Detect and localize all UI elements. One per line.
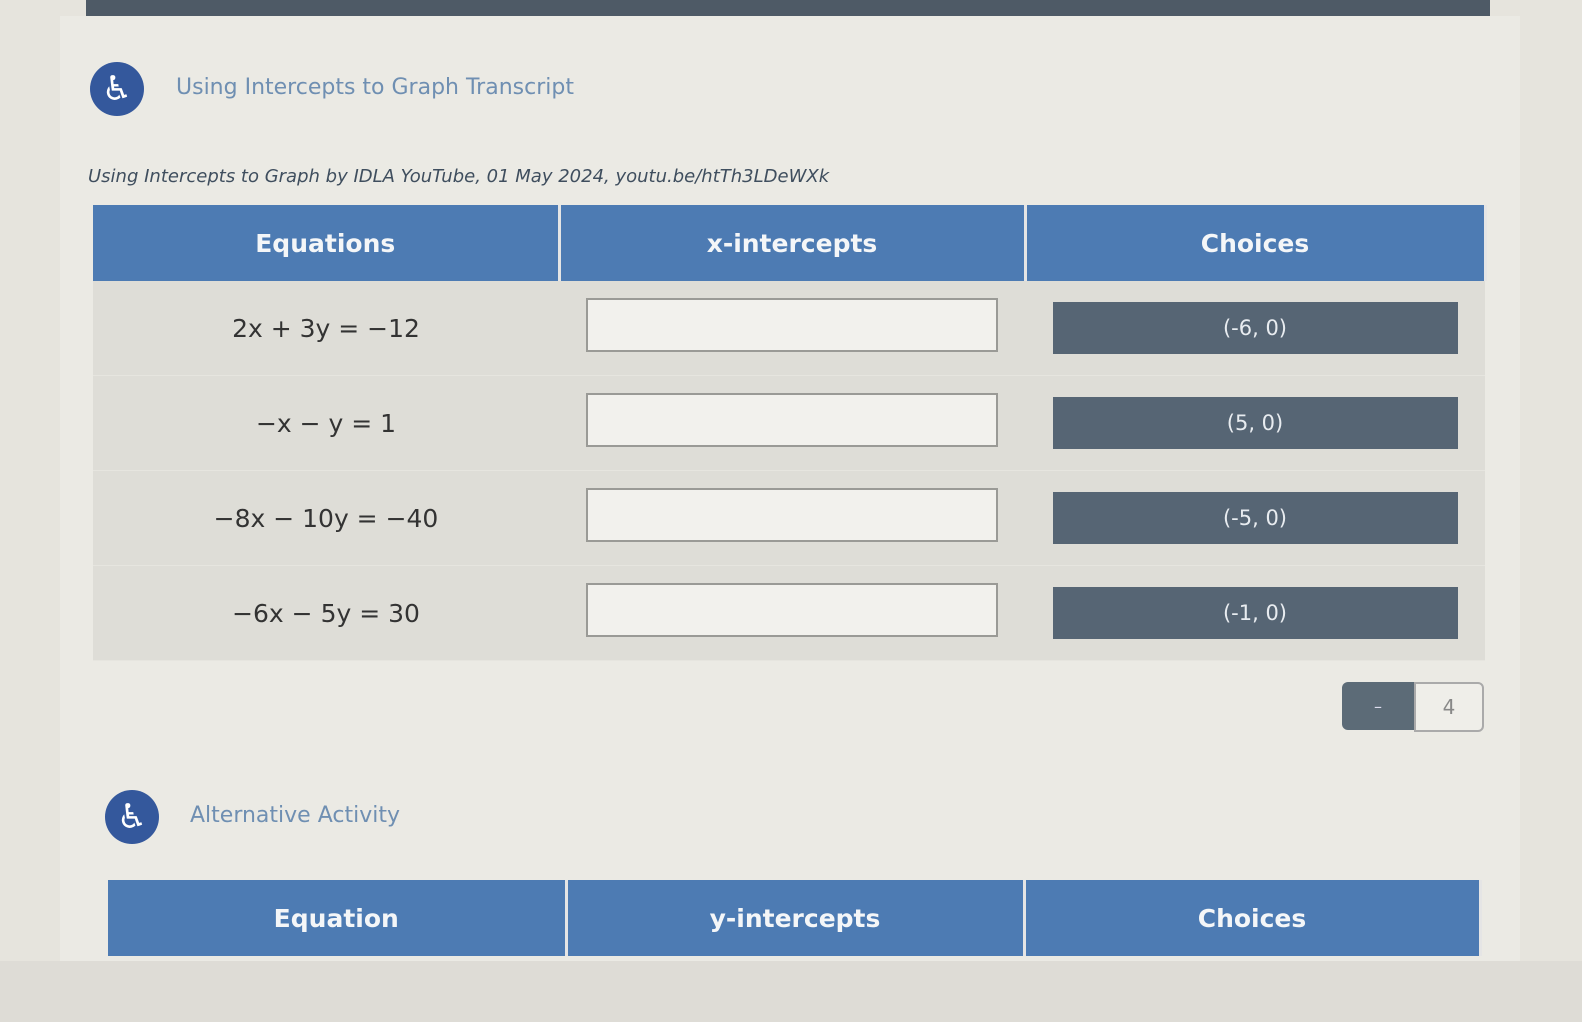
y-intercepts-table: Equation y-intercepts Choices <box>108 880 1482 956</box>
choice-tile[interactable]: (-6, 0) <box>1052 302 1458 354</box>
header-choices: Choices <box>1025 205 1487 281</box>
header-equations: Equations <box>93 205 561 281</box>
alternative-activity-link[interactable]: Alternative Activity <box>190 803 400 828</box>
drop-zone[interactable] <box>586 583 998 637</box>
table-row: −x − y = 1 (5, 0) <box>93 375 1485 471</box>
choice-tile[interactable]: (5, 0) <box>1052 397 1458 449</box>
table-row: −6x − 5y = 30 (-1, 0) <box>93 565 1485 661</box>
score-total: 4 <box>1414 682 1484 732</box>
header-x-intercepts: x-intercepts <box>559 205 1027 281</box>
drop-zone[interactable] <box>586 393 998 447</box>
top-bar <box>86 0 1490 16</box>
accessibility-icon[interactable]: ♿︎ <box>105 790 159 844</box>
score-indicator: – 4 <box>1342 682 1484 732</box>
equation: −x − y = 1 <box>93 375 559 471</box>
header-equation: Equation <box>108 880 568 956</box>
citation: Using Intercepts to Graph by IDLA YouTub… <box>88 166 830 187</box>
choice-tile[interactable]: (-5, 0) <box>1052 492 1458 544</box>
table-row: −8x − 10y = −40 (-5, 0) <box>93 470 1485 566</box>
choice-tile[interactable]: (-1, 0) <box>1052 587 1458 639</box>
equation: −6x − 5y = 30 <box>93 565 559 661</box>
drop-zone[interactable] <box>586 298 998 352</box>
table-row: 2x + 3y = −12 (-6, 0) <box>93 281 1485 376</box>
equation: 2x + 3y = −12 <box>93 281 559 376</box>
x-intercepts-table: Equations x-intercepts Choices 2x + 3y =… <box>93 205 1487 661</box>
drop-zone[interactable] <box>586 488 998 542</box>
header-y-intercepts: y-intercepts <box>566 880 1026 956</box>
transcript-link[interactable]: Using Intercepts to Graph Transcript <box>176 75 574 100</box>
score-current: – <box>1342 682 1414 730</box>
accessibility-icon[interactable]: ♿︎ <box>90 62 144 116</box>
equation: −8x − 10y = −40 <box>93 470 559 566</box>
bottom-area <box>0 961 1582 1022</box>
header-choices: Choices <box>1024 880 1482 956</box>
